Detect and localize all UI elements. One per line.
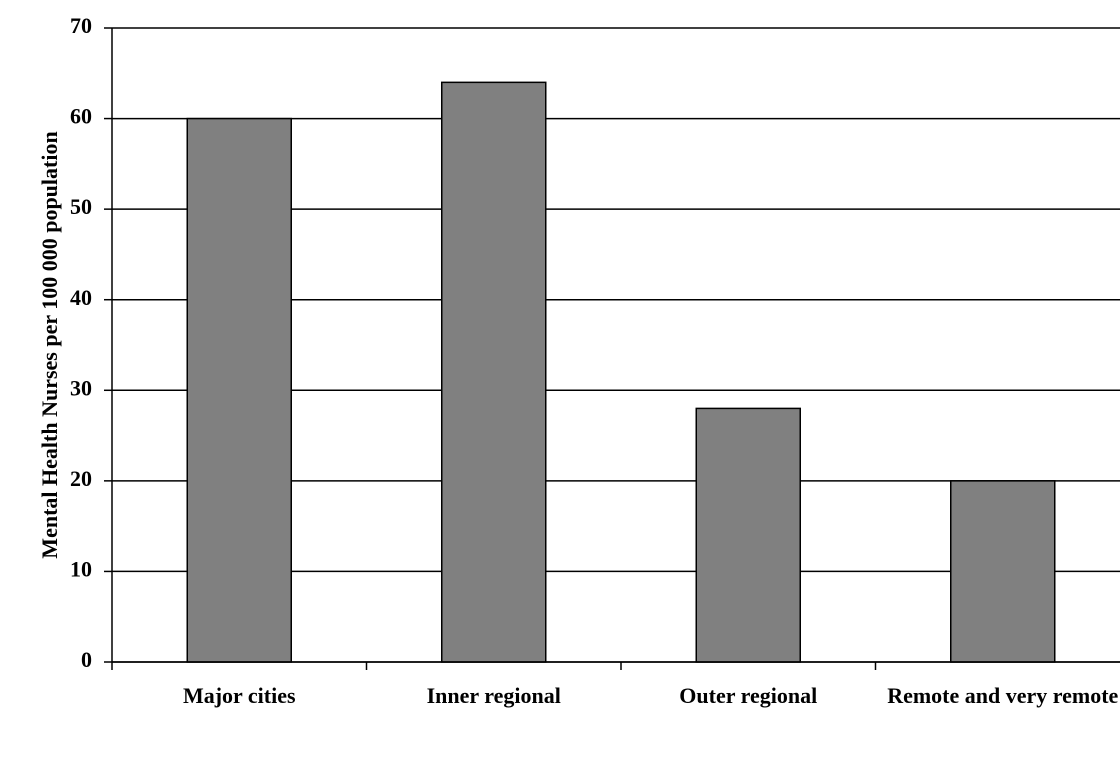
y-tick-label: 60 bbox=[70, 104, 92, 129]
y-tick-label: 0 bbox=[81, 647, 92, 672]
bar bbox=[186, 117, 292, 663]
y-tick-label: 10 bbox=[70, 556, 92, 581]
bar bbox=[695, 407, 801, 663]
x-tick-label: Outer regional bbox=[679, 683, 818, 708]
x-tick-label: Remote and very remote bbox=[887, 683, 1119, 708]
y-tick-label: 50 bbox=[70, 194, 92, 219]
y-tick-label: 70 bbox=[70, 13, 92, 38]
y-tick-label: 40 bbox=[70, 285, 92, 310]
x-tick-label: Inner regional bbox=[426, 683, 561, 708]
x-tick-label: Major cities bbox=[182, 683, 296, 708]
y-tick-label: 30 bbox=[70, 375, 92, 400]
y-tick-label: 20 bbox=[70, 466, 92, 491]
bar bbox=[441, 81, 547, 663]
bar bbox=[950, 480, 1056, 663]
y-axis-label: Mental Health Nurses per 100 000 populat… bbox=[37, 131, 62, 558]
